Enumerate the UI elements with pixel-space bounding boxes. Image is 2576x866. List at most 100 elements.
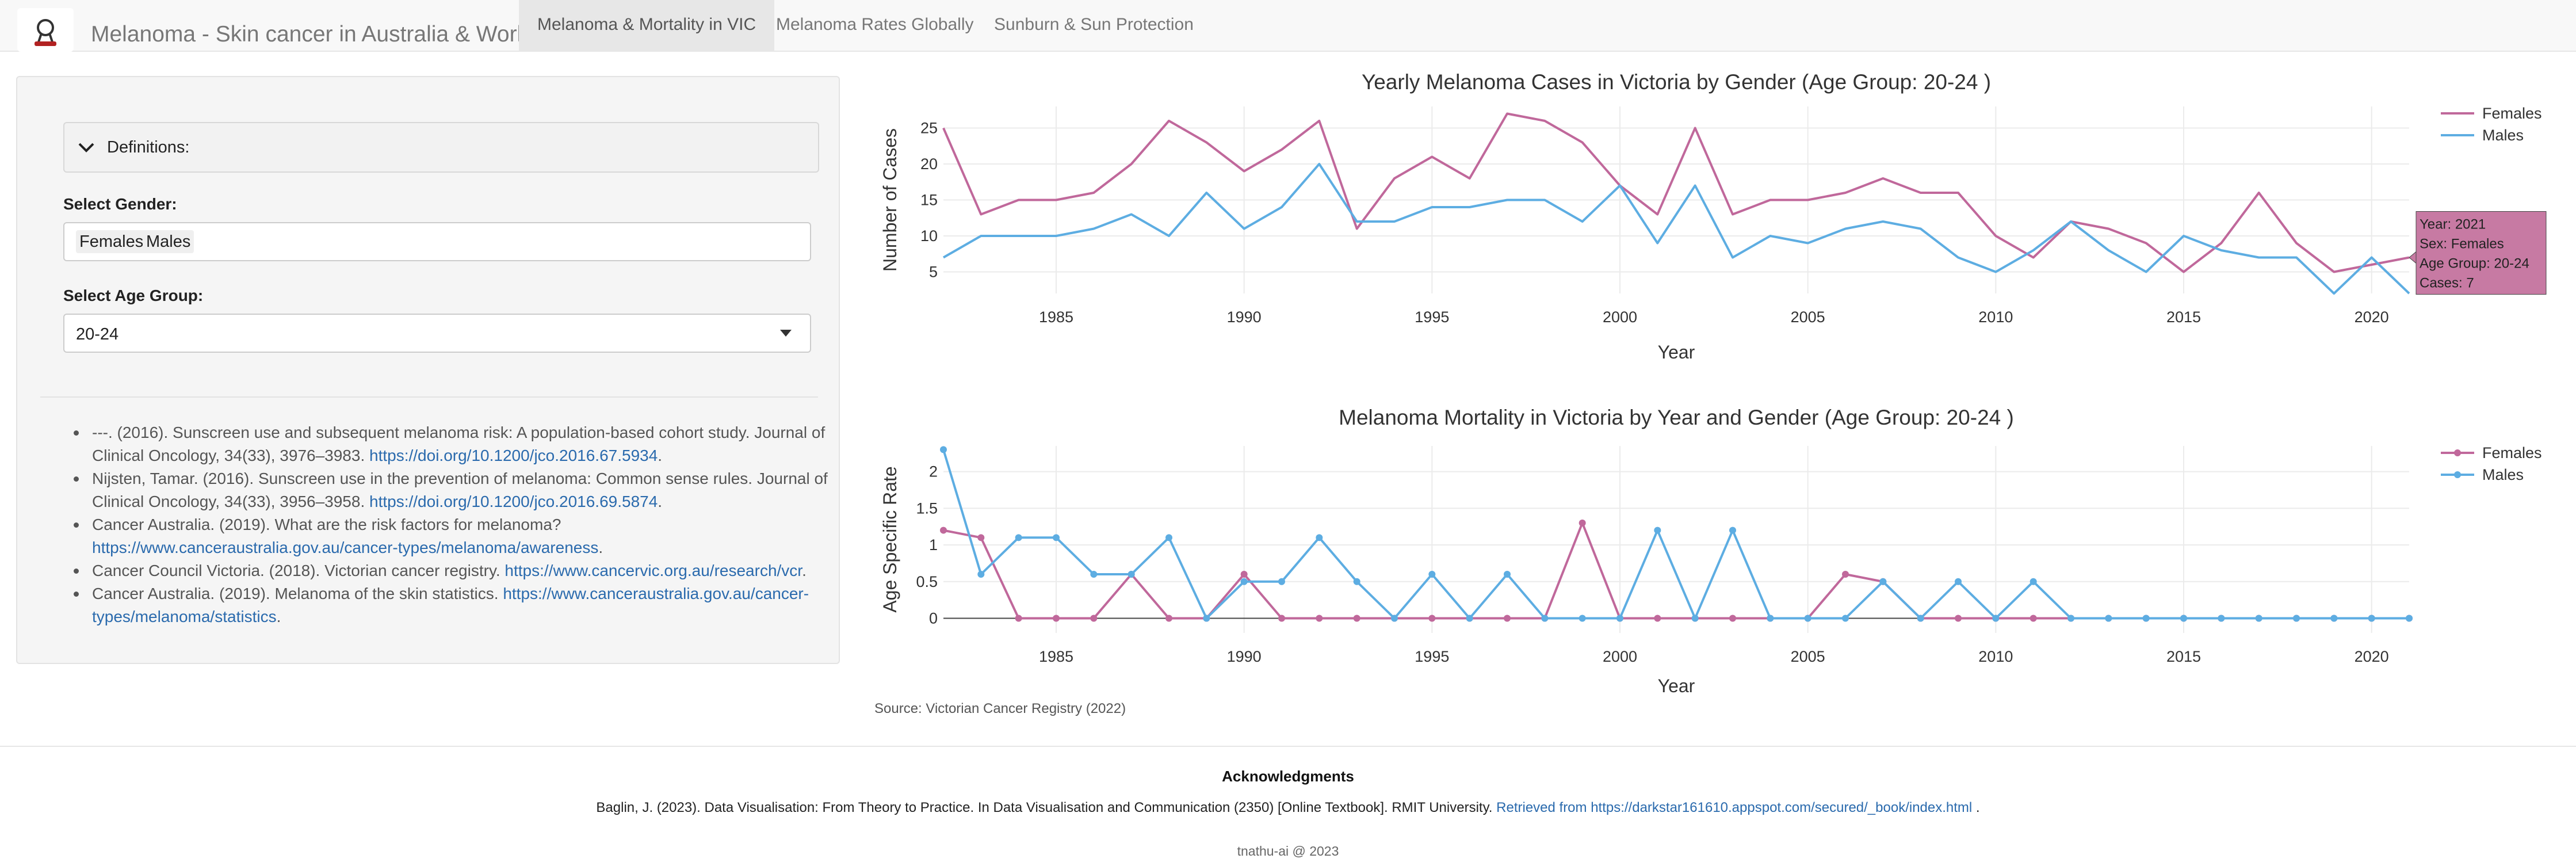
data-point-males <box>1015 534 1022 541</box>
references-list: ---. (2016). Sunscreen use and subsequen… <box>69 421 834 628</box>
chart-title: Yearly Melanoma Cases in Victoria by Gen… <box>1362 70 1991 94</box>
data-point-males <box>2330 615 2338 622</box>
acknowledgments-title: Acknowledgments <box>1222 768 1354 785</box>
gender-chip-males[interactable]: Males <box>143 230 194 253</box>
data-point-females <box>1278 615 1285 622</box>
divider <box>40 396 818 398</box>
gender-chip-females[interactable]: Females <box>76 230 147 253</box>
reference-item: ---. (2016). Sunscreen use and subsequen… <box>69 421 834 467</box>
age-group-label: Select Age Group: <box>63 287 204 304</box>
x-tick-label: 1995 <box>1415 648 1449 665</box>
data-point-males <box>1504 571 1511 578</box>
ack-link[interactable]: Retrieved from https://darkstar161610.ap… <box>1496 800 1973 815</box>
charts-area: Yearly Melanoma Cases in Victoria by Gen… <box>880 70 2547 696</box>
reference-suffix: . <box>658 447 663 464</box>
y-tick-label: 1.5 <box>916 499 938 517</box>
reference-item: Cancer Council Victoria. (2018). Victori… <box>69 559 834 582</box>
reference-link[interactable]: https://www.canceraustralia.gov.au/cance… <box>92 585 809 625</box>
data-point-males <box>2406 615 2413 622</box>
data-point-males <box>1090 571 1098 578</box>
y-tick-label: 25 <box>920 120 938 137</box>
data-point-males <box>2180 615 2187 622</box>
sidebar-panel: Definitions: Select Gender: Females Male… <box>16 76 840 664</box>
x-tick-label: 2005 <box>1791 648 1825 665</box>
x-tick-label: 2005 <box>1791 308 1825 326</box>
reference-text: Cancer Council Victoria. (2018). Victori… <box>92 562 505 579</box>
legend-marker-females <box>2454 449 2461 456</box>
acknowledgments-text: Baglin, J. (2023). Data Visualisation: F… <box>0 800 2576 816</box>
series-line-females <box>942 112 2410 273</box>
data-point-females <box>2030 615 2037 622</box>
y-tick-label: 15 <box>920 192 938 209</box>
data-point-males <box>1691 615 1699 622</box>
copyright: tnathu-ai @ 2023 <box>1237 844 1339 859</box>
x-tick-label: 2000 <box>1603 648 1637 665</box>
reference-item: Nijsten, Tamar. (2016). Sunscreen use in… <box>69 467 834 513</box>
reference-link[interactable]: https://doi.org/10.1200/jco.2016.69.5874 <box>369 493 658 510</box>
tab-melanoma-mortality-vic[interactable]: Melanoma & Mortality in VIC <box>519 0 775 52</box>
age-group-select[interactable]: 20-24 <box>63 314 811 353</box>
tab-melanoma-rates-globally[interactable]: Melanoma Rates Globally <box>776 15 974 34</box>
x-tick-label: 1990 <box>1227 648 1262 665</box>
data-point-males <box>2030 578 2037 585</box>
data-point-females <box>1353 615 1360 622</box>
data-point-males <box>1165 534 1172 541</box>
reference-link[interactable]: https://www.canceraustralia.gov.au/cance… <box>92 539 599 556</box>
data-point-males <box>1992 615 2000 622</box>
data-point-males <box>2218 615 2225 622</box>
definitions-label: Definitions: <box>107 138 190 157</box>
y-axis-label: Number of Cases <box>880 128 900 272</box>
data-point-males <box>1203 615 1210 622</box>
reference-suffix: . <box>598 539 603 556</box>
data-point-females <box>940 527 947 534</box>
x-tick-label: 2020 <box>2355 648 2389 665</box>
data-point-males <box>1654 527 1661 534</box>
data-point-males <box>1917 615 1924 622</box>
y-tick-label: 2 <box>929 463 938 480</box>
chart-1: Yearly Melanoma Cases in Victoria by Gen… <box>880 70 2547 363</box>
y-tick-label: 10 <box>920 227 938 245</box>
data-point-males <box>1767 615 1774 622</box>
series-line-females <box>943 521 2409 620</box>
data-point-males <box>1428 571 1436 578</box>
legend-label-males: Males <box>2482 127 2524 144</box>
data-point-females <box>1015 615 1022 622</box>
reference-text: Cancer Australia. (2019). What are the r… <box>92 516 561 533</box>
data-point-females <box>1165 615 1172 622</box>
chevron-down-icon <box>78 143 94 152</box>
x-tick-label: 2015 <box>2166 308 2201 326</box>
data-point-males <box>1391 615 1398 622</box>
x-tick-label: 2010 <box>1978 308 2013 326</box>
caret-down-icon <box>780 330 792 337</box>
data-point-males <box>2368 615 2375 622</box>
skin-cancer-ribbon-icon <box>35 19 56 46</box>
chart-2: Melanoma Mortality in Victoria by Year a… <box>880 406 2542 696</box>
data-point-males <box>1804 615 1811 622</box>
footer-divider <box>0 746 2576 747</box>
data-point-females <box>1504 615 1511 622</box>
reference-link[interactable]: https://www.cancervic.org.au/research/vc… <box>505 562 802 579</box>
legend-label-females: Females <box>2482 444 2542 461</box>
data-point-females <box>1729 615 1736 622</box>
tooltip-pointer <box>2409 251 2417 264</box>
navbar: Melanoma - Skin cancer in Australia & Wo… <box>0 0 2576 52</box>
y-tick-label: 20 <box>920 155 938 173</box>
data-point-males <box>1353 578 1360 585</box>
definitions-accordion[interactable]: Definitions: <box>63 122 819 173</box>
data-point-females <box>977 534 985 541</box>
x-tick-label: 1995 <box>1415 308 1449 326</box>
data-point-males <box>1879 578 1887 585</box>
x-tick-label: 2020 <box>2355 308 2389 326</box>
gender-multiselect[interactable]: Females Males <box>63 222 811 261</box>
series-line-males <box>942 449 2409 620</box>
y-axis-label: Age Specific Rate <box>880 466 900 612</box>
data-point-males <box>1842 615 1849 622</box>
data-point-males <box>1729 527 1736 534</box>
data-point-females <box>1316 615 1323 622</box>
tab-sunburn-sun-protection[interactable]: Sunburn & Sun Protection <box>994 15 1194 34</box>
x-tick-label: 1985 <box>1039 648 1073 665</box>
reference-link[interactable]: https://doi.org/10.1200/jco.2016.67.5934 <box>369 447 658 464</box>
data-point-females <box>1955 615 1962 622</box>
data-point-males <box>2067 615 2074 622</box>
ack-suffix: . <box>1972 800 1980 815</box>
